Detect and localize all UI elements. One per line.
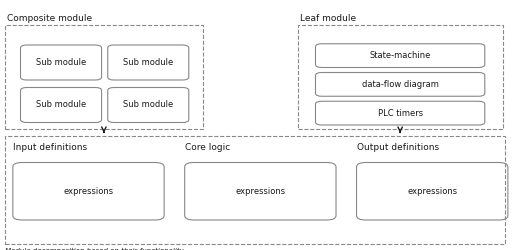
Text: Input definitions: Input definitions bbox=[13, 142, 87, 152]
Text: Sub module: Sub module bbox=[123, 100, 173, 110]
Text: Composite module: Composite module bbox=[7, 14, 92, 23]
Bar bbox=[298, 25, 503, 129]
Text: Leaf module: Leaf module bbox=[300, 14, 356, 23]
Text: expressions: expressions bbox=[407, 187, 457, 196]
Text: expressions: expressions bbox=[235, 187, 285, 196]
Text: expressions: expressions bbox=[64, 187, 113, 196]
Text: PLC timers: PLC timers bbox=[378, 108, 423, 118]
Text: Sub module: Sub module bbox=[36, 100, 86, 110]
Text: Sub module: Sub module bbox=[123, 58, 173, 67]
Bar bbox=[5, 136, 505, 244]
Text: State-machine: State-machine bbox=[369, 51, 431, 60]
Text: data-flow diagram: data-flow diagram bbox=[362, 80, 439, 89]
Bar bbox=[5, 25, 203, 129]
Text: Sub module: Sub module bbox=[36, 58, 86, 67]
Text: Output definitions: Output definitions bbox=[357, 142, 439, 152]
Text: Core logic: Core logic bbox=[185, 142, 230, 152]
Text: Module decomposition based on their functionality: Module decomposition based on their func… bbox=[5, 248, 184, 250]
